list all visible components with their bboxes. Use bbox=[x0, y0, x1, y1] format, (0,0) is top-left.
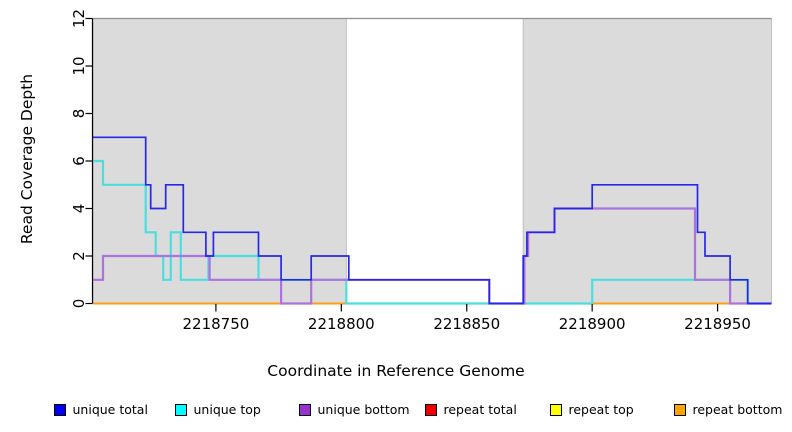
y-axis-title: Read Coverage Depth bbox=[18, 73, 36, 245]
legend-item-repeat-top: repeat top bbox=[550, 401, 634, 419]
legend-label: repeat total bbox=[443, 402, 517, 417]
y-tick-label: 6 bbox=[70, 156, 88, 166]
legend-item-unique-top: unique top bbox=[175, 401, 261, 419]
y-tick-label: 8 bbox=[70, 109, 88, 119]
legend-label: unique top bbox=[193, 402, 261, 417]
series-unique-total bbox=[93, 136, 772, 305]
y-tick-label: 10 bbox=[70, 56, 88, 75]
legend-label: unique total bbox=[72, 402, 148, 417]
legend-swatch-repeat-top bbox=[550, 404, 562, 416]
legend-swatch-unique-bottom bbox=[299, 404, 311, 416]
shaded-region-left bbox=[92, 18, 347, 304]
legend-item-repeat-bottom: repeat bottom bbox=[674, 401, 782, 419]
legend-item-repeat-total: repeat total bbox=[425, 401, 517, 419]
legend: unique total unique top unique bottom repea… bbox=[0, 401, 792, 423]
legend-swatch-unique-top bbox=[175, 404, 187, 416]
shaded-region-right bbox=[522, 18, 772, 304]
y-tick-label: 0 bbox=[70, 299, 88, 309]
x-tick-label: 2218900 bbox=[559, 315, 626, 333]
legend-swatch-unique-total bbox=[54, 404, 66, 416]
legend-label: repeat top bbox=[568, 402, 634, 417]
x-tick-label: 2218750 bbox=[183, 315, 250, 333]
x-tick-label: 2218950 bbox=[684, 315, 751, 333]
y-tick-label: 2 bbox=[70, 251, 88, 261]
legend-item-unique-bottom: unique bottom bbox=[299, 401, 410, 419]
legend-swatch-repeat-total bbox=[425, 404, 437, 416]
y-tick-label: 4 bbox=[70, 204, 88, 214]
x-axis-title: Coordinate in Reference Genome bbox=[267, 362, 525, 380]
x-tick-label: 2218800 bbox=[308, 315, 375, 333]
legend-item-unique-total: unique total bbox=[54, 401, 148, 419]
x-tick-label: 2218850 bbox=[433, 315, 500, 333]
legend-label: repeat bottom bbox=[692, 402, 783, 417]
legend-swatch-repeat-bottom bbox=[674, 404, 686, 416]
y-tick-label: 12 bbox=[70, 9, 88, 28]
legend-label: unique bottom bbox=[317, 402, 410, 417]
